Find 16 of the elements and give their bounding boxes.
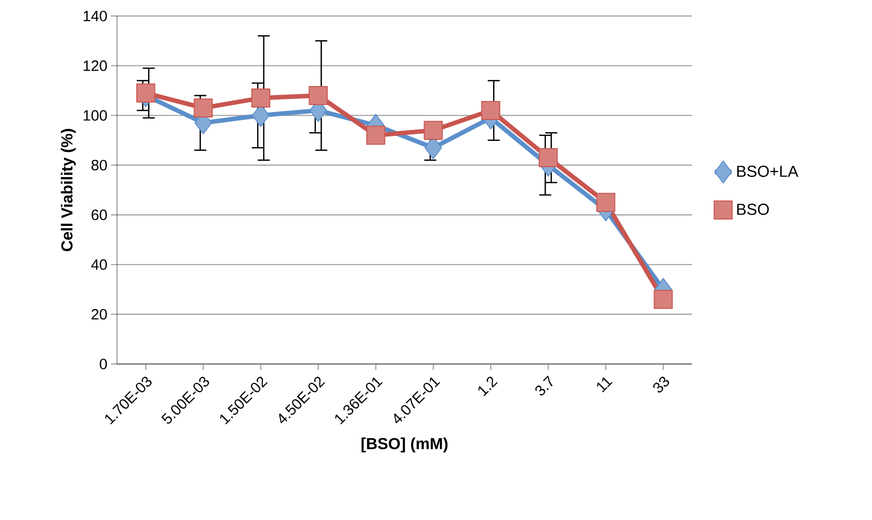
x-axis-title: [BSO] (mM) [362, 438, 448, 452]
y-axis-title: Cell Viability (%) [60, 128, 76, 252]
legend-label: BSO [737, 204, 769, 215]
y-tick-label: 140 [84, 10, 107, 22]
y-tick-label: 100 [84, 110, 107, 121]
y-tick-label: 60 [92, 210, 107, 220]
x-tick-label: 33 [653, 376, 670, 393]
y-tick-label: 0 [100, 358, 107, 370]
x-tick-label: 1.2 [478, 376, 498, 396]
y-tick-label: 40 [91, 259, 107, 270]
y-tick-label: 120 [84, 60, 107, 71]
y-tick-label: 20 [92, 308, 107, 320]
legend-label: BSO+LA [737, 166, 798, 177]
x-tick-label: 11 [596, 377, 613, 392]
y-tick-label: 80 [92, 160, 107, 170]
x-tick-label: 3.7 [535, 376, 553, 396]
